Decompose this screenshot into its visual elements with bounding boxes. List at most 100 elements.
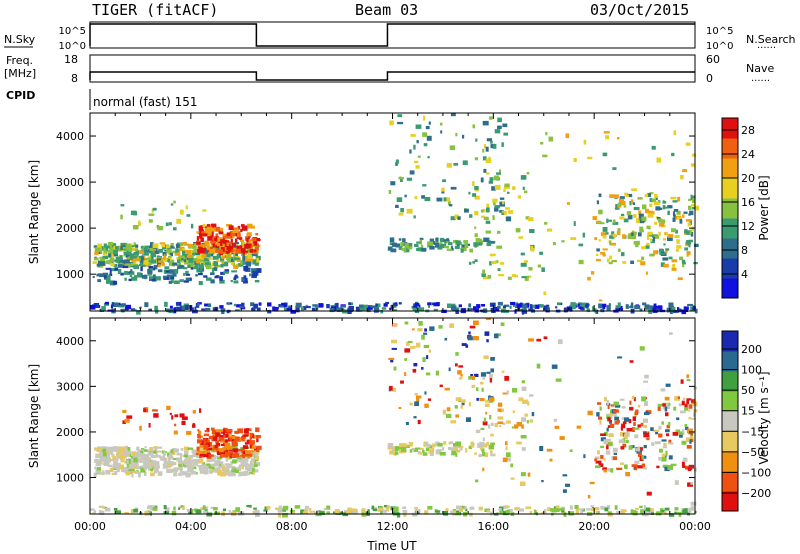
scatter-cell [163, 451, 166, 456]
scatter-cell [417, 247, 424, 252]
scatter-cell [194, 258, 198, 261]
scatter-cell [467, 243, 470, 246]
scatter-cell [240, 224, 245, 227]
scatter-cell [575, 508, 580, 514]
scatter-cell [676, 239, 680, 244]
power-colorbar-segment [722, 158, 738, 179]
scatter-cell [104, 301, 109, 305]
scatter-cell [494, 205, 500, 209]
scatter-cell [548, 136, 554, 142]
scatter-cell [647, 193, 651, 198]
scatter-cell [208, 454, 214, 457]
scatter-cell [610, 414, 613, 419]
scatter-cell [554, 508, 561, 512]
scatter-cell [673, 130, 677, 135]
scatter-cell [446, 162, 452, 168]
scatter-cell [227, 253, 230, 256]
scatter-cell [475, 238, 481, 243]
scatter-cell [626, 428, 633, 432]
scatter-cell [171, 510, 177, 516]
scatter-cell [678, 513, 682, 517]
scatter-cell [196, 231, 200, 234]
scatter-cell [216, 456, 222, 460]
scatter-cell [222, 508, 226, 512]
scatter-cell [497, 230, 501, 234]
scatter-cell [605, 135, 609, 140]
scatter-cell [168, 457, 171, 463]
noise-panel: N.Sky N.Search ...... 10^5 10^0 10^5 10^… [4, 21, 796, 52]
scatter-cell [416, 140, 419, 144]
scatter-cell [642, 302, 647, 306]
x-tick-label: 04:00 [175, 520, 207, 533]
scatter-cell [668, 439, 672, 444]
scatter-cell [672, 431, 679, 436]
scatter-cell [211, 223, 217, 228]
scatter-cell [666, 433, 670, 437]
scatter-cell [462, 160, 468, 166]
scatter-cell [603, 439, 609, 445]
scatter-cell [665, 412, 669, 417]
scatter-cell [123, 252, 128, 255]
scatter-cell [647, 511, 651, 515]
scatter-cell [304, 509, 308, 513]
scatter-cell [211, 429, 218, 435]
scatter-cell [623, 434, 628, 439]
scatter-cell [232, 236, 235, 239]
scatter-cell [218, 429, 224, 433]
scatter-cell [139, 306, 142, 309]
scatter-cell [597, 402, 602, 405]
scatter-cell [204, 430, 209, 433]
scatter-cell [207, 456, 214, 462]
scatter-cell [174, 269, 178, 274]
scatter-cell [248, 243, 252, 247]
scatter-cell [162, 454, 166, 459]
scatter-cell [174, 251, 181, 256]
power-x-ticks [89, 113, 696, 311]
scatter-cell [403, 247, 410, 253]
scatter-cell [123, 259, 130, 265]
scatter-cell [695, 205, 700, 211]
scatter-cell [108, 446, 112, 452]
scatter-cell [234, 453, 240, 458]
scatter-cell [555, 505, 560, 510]
scatter-cell [199, 257, 205, 262]
scatter-cell [637, 259, 643, 263]
scatter-cell [624, 417, 630, 422]
scatter-cell [484, 331, 490, 336]
scatter-cell [390, 357, 394, 363]
scatter-cell [663, 206, 669, 209]
scatter-cell [392, 387, 396, 392]
scatter-cell [221, 465, 225, 471]
scatter-cell [679, 404, 682, 407]
scatter-cell [432, 443, 436, 448]
scatter-cell [196, 459, 200, 463]
scatter-cell [111, 302, 115, 307]
scatter-cell [222, 243, 226, 249]
scatter-cell [606, 306, 611, 311]
scatter-cell [644, 412, 650, 416]
scatter-cell [639, 226, 644, 230]
scatter-cell [162, 275, 167, 279]
freq-tick-top: 18 [64, 53, 78, 66]
scatter-cell [505, 505, 510, 508]
scatter-cell [629, 400, 632, 405]
scatter-cell [486, 371, 491, 374]
scatter-cell [688, 507, 692, 513]
scatter-cell [607, 505, 611, 510]
scatter-cell [122, 420, 126, 424]
scatter-cell [449, 441, 454, 444]
scatter-cell [238, 231, 241, 236]
scatter-cell [115, 463, 121, 466]
scatter-cell [251, 244, 256, 247]
scatter-cell [170, 449, 174, 454]
scatter-cell [505, 441, 508, 446]
scatter-cell [420, 451, 423, 455]
scatter-cell [278, 505, 282, 508]
scatter-cell [499, 210, 504, 213]
scatter-cell [446, 413, 452, 419]
scatter-cell [425, 372, 431, 376]
scatter-cell [552, 242, 556, 246]
scatter-cell [473, 373, 479, 377]
scatter-cell [211, 469, 214, 472]
scatter-cell [648, 309, 653, 314]
